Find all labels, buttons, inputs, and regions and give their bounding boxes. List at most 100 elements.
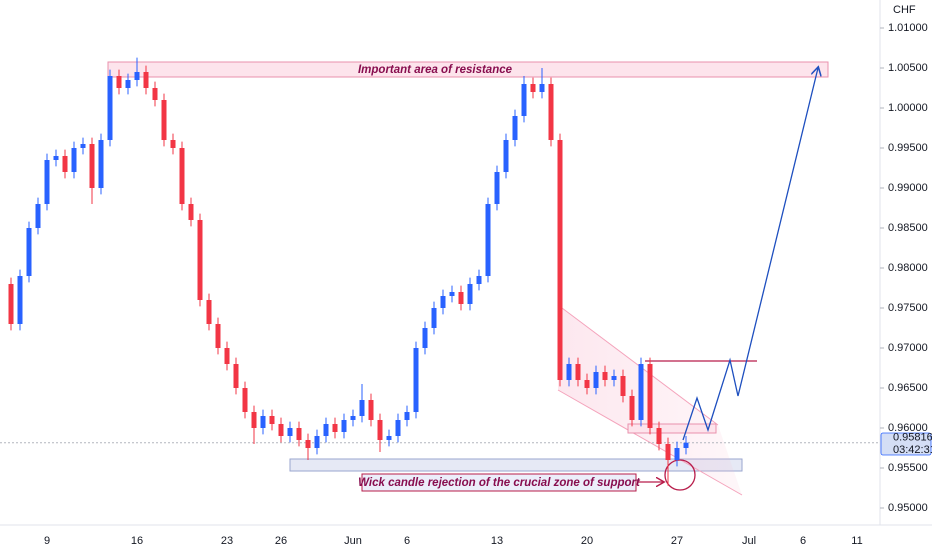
candle-body [431, 308, 437, 328]
candles [8, 57, 689, 486]
candle-body [98, 140, 104, 188]
resistance-note: Important area of resistance [358, 64, 513, 76]
candle-body [62, 156, 68, 172]
y-tick-label: 1.01000 [888, 22, 928, 34]
candle-body [80, 144, 86, 148]
candle-body [350, 416, 356, 420]
candle-body [485, 204, 491, 276]
y-tick-label: 0.98000 [888, 262, 928, 274]
support-note: Wick candle rejection of the crucial zon… [358, 477, 641, 489]
y-tick-label: 0.96000 [888, 422, 928, 434]
candle-body [224, 348, 230, 364]
candle-body [296, 428, 302, 440]
price-axis [880, 0, 932, 550]
candle-body [647, 364, 653, 428]
candle-body [332, 424, 338, 432]
candle-body [656, 428, 662, 444]
y-tick-label: 0.97000 [888, 342, 928, 354]
candle-body [251, 412, 257, 428]
x-tick-label: Jul [742, 535, 756, 547]
candle-body [152, 88, 158, 100]
candle-body [467, 284, 473, 304]
small-zone [627, 423, 717, 434]
y-tick-label: 0.99000 [888, 182, 928, 194]
candle-body [584, 380, 590, 388]
y-tick-label: 0.96500 [888, 382, 928, 394]
candle-body [395, 420, 401, 436]
candle-body [287, 428, 293, 436]
candle-body [107, 76, 113, 140]
candle-body [323, 424, 329, 436]
y-tick-label: 1.00000 [888, 102, 928, 114]
x-tick-label: 16 [131, 535, 143, 547]
candle-body [458, 292, 464, 304]
note-box [361, 473, 637, 492]
candle-body [440, 296, 446, 308]
candle-body [557, 140, 563, 380]
candle-body [8, 284, 14, 324]
y-tick-label: 0.95000 [888, 502, 928, 514]
candle-body [629, 396, 635, 420]
x-tick-label: 6 [800, 535, 806, 547]
candle-body [548, 84, 554, 140]
candle-body [188, 204, 194, 220]
candle-body [665, 444, 671, 460]
y-tick-label: 0.99500 [888, 142, 928, 154]
candle-body [449, 292, 455, 296]
candle-body [170, 140, 176, 148]
candle-body [116, 76, 122, 88]
candle-body [413, 348, 419, 412]
candle-body [17, 276, 23, 324]
candle-body [620, 376, 626, 396]
candle-body [278, 424, 284, 436]
candle-body [530, 84, 536, 92]
candle-body [305, 440, 311, 448]
candle-body [494, 172, 500, 204]
x-tick-label: 6 [404, 535, 410, 547]
candle-body [593, 372, 599, 388]
candle-body [404, 412, 410, 420]
channel-line [557, 304, 719, 426]
candle-body [314, 436, 320, 448]
candle-body [476, 276, 482, 284]
wick-circle [664, 459, 696, 491]
x-tick-label: 13 [491, 535, 503, 547]
candle-body [638, 364, 644, 420]
candle-body [71, 148, 77, 172]
candle-body [674, 448, 680, 460]
countdown-label: 03:42:31 [893, 444, 932, 456]
candle-body [197, 220, 203, 300]
currency-label: CHF [893, 4, 916, 16]
candle-body [368, 400, 374, 420]
candle-body [89, 144, 95, 188]
y-tick-label: 0.95500 [888, 462, 928, 474]
support-zone [289, 458, 743, 472]
resistance-zone [107, 61, 829, 78]
candle-body [161, 100, 167, 140]
y-tick-label: 0.97500 [888, 302, 928, 314]
candle-body [233, 364, 239, 388]
x-tick-label: 23 [221, 535, 233, 547]
candle-body [134, 72, 140, 80]
candle-body [215, 324, 221, 348]
x-tick-label: Jun [344, 535, 362, 547]
candle-body [260, 416, 266, 428]
candle-body [683, 442, 689, 448]
y-tick-label: 1.00500 [888, 62, 928, 74]
last-price-label: 0.95816 [893, 432, 932, 444]
candle-body [242, 388, 248, 412]
x-tick-label: 9 [44, 535, 50, 547]
candle-body [539, 84, 545, 92]
candle-body [35, 204, 41, 228]
candle-body [611, 376, 617, 380]
candle-body [377, 420, 383, 440]
candle-body [602, 372, 608, 380]
candle-body [422, 328, 428, 348]
x-tick-label: 26 [275, 535, 287, 547]
drawings [0, 61, 880, 496]
y-tick-label: 0.98500 [888, 222, 928, 234]
projection-path [682, 68, 818, 441]
candle-body [26, 228, 32, 276]
